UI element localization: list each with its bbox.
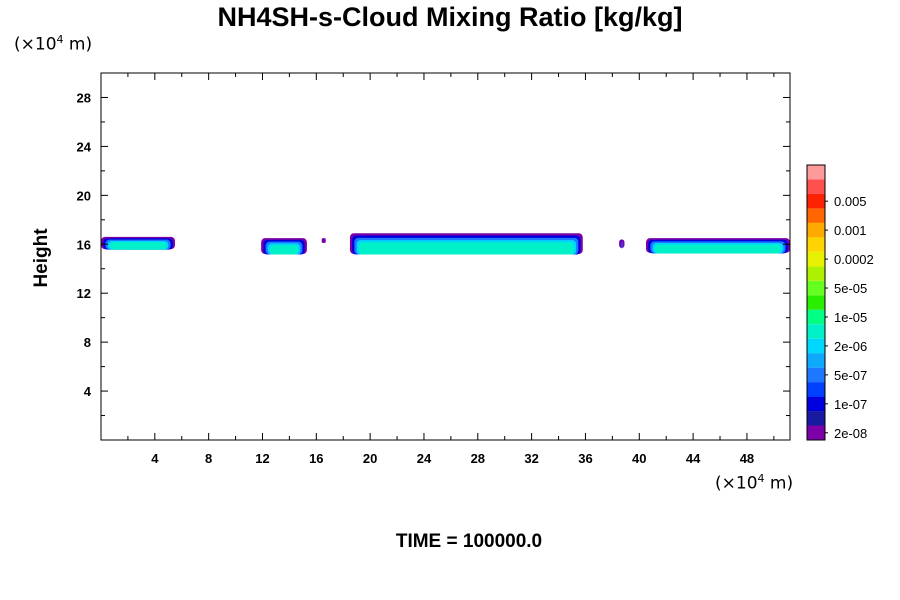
cloud-layer-group: [101, 233, 790, 255]
colorbar-swatch: [807, 208, 825, 223]
plot-frame: [100, 72, 791, 441]
y-tick-label: 24: [77, 139, 92, 154]
x-tick-label: 48: [740, 451, 754, 466]
colorbar-frame: [806, 164, 826, 441]
colorbar-swatch: [807, 295, 825, 310]
colorbar-label: 0.001: [834, 223, 867, 238]
colorbar-swatch: [807, 309, 825, 325]
colorbar-label: 1e-05: [834, 310, 867, 325]
colorbar-label: 2e-06: [834, 339, 867, 354]
cloud-layer-4-shell-5: [358, 242, 574, 255]
colorbar-label: 0.0002: [834, 252, 874, 267]
colorbar-swatch: [807, 165, 825, 180]
x-tick-label: 44: [686, 451, 701, 466]
colorbar-swatch: [807, 179, 825, 194]
colorbar-swatch: [807, 367, 825, 383]
colorbar-swatch: [807, 353, 825, 368]
colorbar-label: 0.005: [834, 194, 867, 209]
x-tick-label: 32: [524, 451, 538, 466]
cloud-layer-3: [321, 238, 326, 244]
x-tick-label: 20: [363, 451, 377, 466]
colorbar-label: 5e-05: [834, 281, 867, 296]
x-tick-label: 12: [255, 451, 269, 466]
colorbar-label: 5e-07: [834, 368, 867, 383]
y-tick-label: 8: [84, 335, 91, 350]
cloud-layer-3-shell-1: [321, 238, 326, 244]
cloud-layer-2: [261, 238, 307, 255]
x-tick-label: 4: [151, 451, 159, 466]
colorbar-swatch: [807, 237, 825, 252]
x-tick-label: 16: [309, 451, 323, 466]
cloud-layer-4: [349, 233, 583, 255]
colorbar-swatch: [807, 396, 825, 412]
cloud-layer-5-shell-3: [621, 241, 623, 249]
y-tick-label: 28: [77, 90, 91, 105]
cloud-layer-5: [619, 239, 625, 249]
x-tick-label: 36: [578, 451, 592, 466]
y-tick-label: 4: [84, 384, 92, 399]
colorbar-swatch: [807, 251, 825, 267]
time-label: TIME = 100000.0: [395, 531, 543, 552]
colorbar-label: 2e-08: [834, 426, 867, 441]
x-tick-label: 40: [632, 451, 646, 466]
y-axis-unit: (×104 m): [14, 33, 93, 55]
cloud-layer-1-shell-5: [109, 242, 167, 250]
x-tick-label: 28: [471, 451, 485, 466]
colorbar-swatch: [807, 324, 825, 339]
cloud-layer-2-shell-5: [269, 245, 299, 255]
colorbar-swatch: [807, 222, 825, 238]
cloud-layer-6-shell-5: [654, 244, 782, 254]
colorbar-swatch: [807, 425, 825, 440]
colorbar-label: 1e-07: [834, 397, 867, 412]
colorbar-swatch: [807, 338, 825, 354]
colorbar-swatch: [807, 411, 825, 426]
x-tick-label: 8: [205, 451, 212, 466]
colorbar-swatch: [807, 193, 825, 209]
chart-title: NH4SH-s-Cloud Mixing Ratio [kg/kg]: [217, 2, 683, 32]
y-tick-label: 20: [77, 188, 91, 203]
colorbar-swatch: [807, 266, 825, 281]
cloud-layer-6: [646, 238, 790, 254]
x-axis-unit: (×104 m): [715, 472, 794, 494]
y-tick-label: 12: [77, 286, 91, 301]
cloud-layer-1: [101, 236, 176, 250]
x-tick-label: 24: [417, 451, 432, 466]
colorbar-swatch: [807, 280, 825, 296]
y-tick-label: 16: [77, 237, 91, 252]
colorbar-swatch: [807, 382, 825, 397]
